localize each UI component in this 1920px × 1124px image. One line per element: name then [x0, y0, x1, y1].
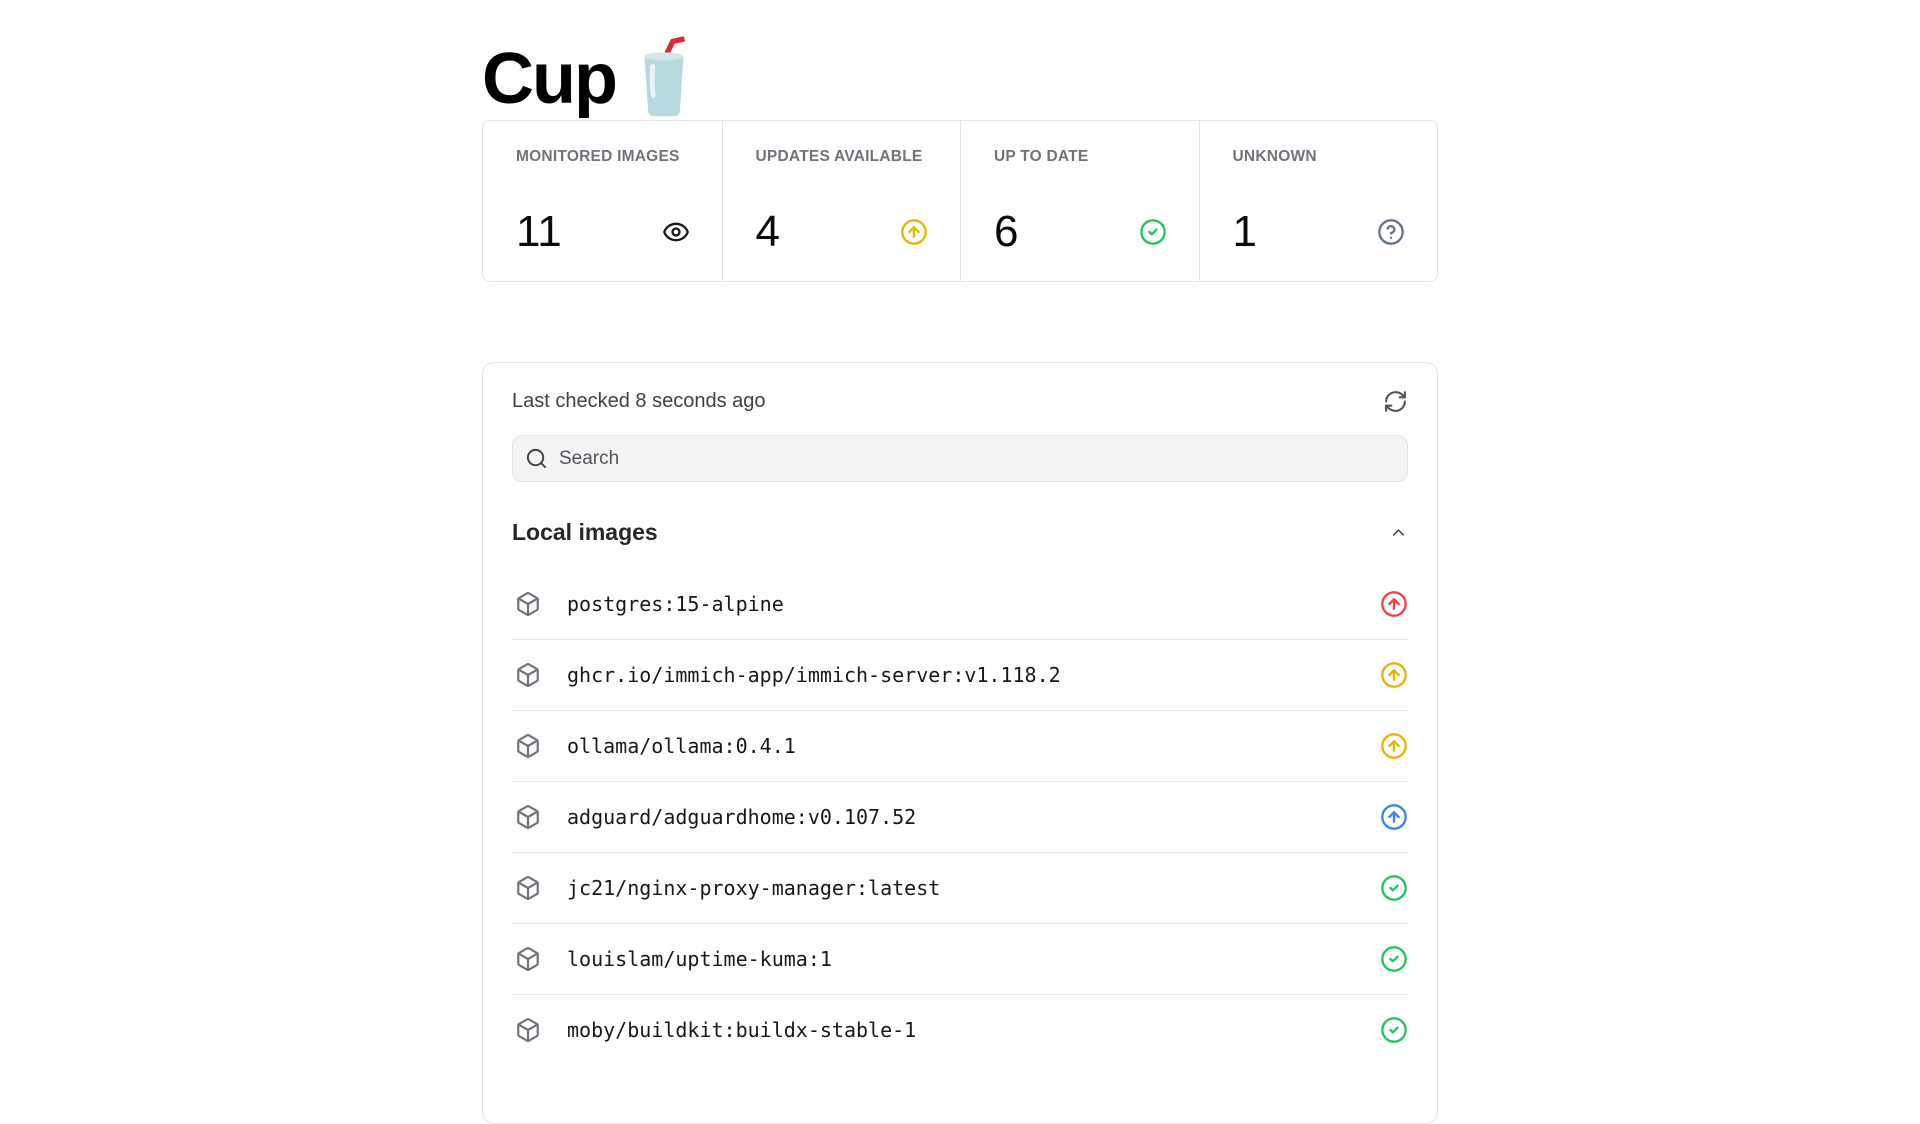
image-name: ollama/ollama:0.4.1 — [567, 734, 796, 758]
package-icon — [517, 734, 539, 758]
status-update-patch — [1380, 803, 1408, 831]
page-title: Cup — [482, 39, 618, 119]
stat-label: UNKNOWN — [1232, 148, 1317, 165]
stat-value-row: 4 — [756, 210, 929, 254]
image-row[interactable]: adguard/adguardhome:v0.107.52 — [512, 781, 1408, 852]
status-up-to-date — [1380, 945, 1408, 973]
circle-check-icon — [1139, 219, 1166, 245]
circle-check-icon — [1381, 946, 1407, 972]
eye-icon — [662, 222, 689, 242]
image-row[interactable]: moby/buildkit:buildx-stable-1 — [512, 994, 1408, 1065]
chevron-up-icon — [1392, 528, 1405, 536]
image-row[interactable]: louislam/uptime-kuma:1 — [512, 923, 1408, 994]
package-icon-wrap — [515, 591, 541, 617]
page: Cup MONITORED IMAGES 11 UPDATES AVAILABLE 4… — [482, 0, 1438, 1124]
images-panel: Last checked 8 seconds ago Local images … — [482, 362, 1438, 1124]
circle-arrow-up-icon — [1381, 733, 1407, 759]
stats-card: MONITORED IMAGES 11 UPDATES AVAILABLE 4 UP T… — [482, 120, 1438, 282]
package-icon — [517, 876, 539, 900]
section-title: Local images — [512, 518, 658, 545]
last-checked-text: Last checked 8 seconds ago — [512, 389, 766, 412]
stat-value: 6 — [994, 207, 1019, 256]
stat-value-row: 6 — [994, 210, 1167, 254]
stat-value-row: 1 — [1233, 210, 1406, 254]
circle-arrow-up-icon — [1381, 662, 1407, 688]
stat-value-row: 11 — [516, 210, 690, 254]
image-name: adguard/adguardhome:v0.107.52 — [567, 805, 917, 829]
image-row[interactable]: ghcr.io/immich-app/immich-server:v1.118.… — [512, 639, 1408, 710]
package-icon-wrap — [515, 804, 541, 830]
status-update-minor — [1380, 732, 1408, 760]
collapse-section-button[interactable] — [1389, 523, 1408, 542]
image-name: louislam/uptime-kuma:1 — [567, 947, 832, 971]
stat-label: UP TO DATE — [994, 148, 1089, 165]
search-input[interactable] — [512, 435, 1408, 482]
status-update-major — [1380, 590, 1408, 618]
package-icon — [517, 591, 539, 616]
package-icon — [517, 663, 539, 687]
image-row[interactable]: postgres:15-alpine — [512, 568, 1408, 639]
image-row[interactable]: jc21/nginx-proxy-manager:latest — [512, 852, 1408, 923]
circle-check-icon — [1381, 1017, 1407, 1043]
circle-arrow-up-icon — [901, 219, 927, 245]
refresh-button[interactable] — [1383, 389, 1408, 414]
package-icon-wrap — [515, 1017, 541, 1043]
stat-value: 1 — [1232, 207, 1257, 256]
package-icon — [517, 1018, 539, 1042]
status-up-to-date — [1380, 1016, 1408, 1044]
image-list: postgres:15-alpine ghcr.io/immich-app/imm… — [512, 568, 1408, 1065]
search-bar — [512, 435, 1408, 482]
circle-arrow-up-icon — [1381, 804, 1407, 830]
package-icon-wrap — [515, 946, 541, 972]
package-icon-wrap — [515, 875, 541, 901]
image-row[interactable]: ollama/ollama:0.4.1 — [512, 710, 1408, 781]
package-icon — [517, 805, 539, 829]
package-icon-wrap — [515, 733, 541, 759]
stat-label: MONITORED IMAGES — [516, 148, 680, 165]
stat-cell-up-to-date: UP TO DATE 6 — [960, 121, 1199, 281]
stat-value: 11 — [516, 207, 562, 256]
image-name: postgres:15-alpine — [567, 591, 784, 616]
status-update-minor — [1380, 661, 1408, 689]
stat-value: 4 — [755, 207, 780, 256]
circle-question-icon — [1378, 219, 1404, 245]
package-icon-wrap — [515, 662, 541, 688]
refresh-icon — [1385, 390, 1406, 412]
local-images-header: Local images — [512, 517, 1408, 547]
circle-check-icon — [1381, 875, 1407, 901]
stat-cell-unknown: UNKNOWN 1 — [1198, 121, 1438, 281]
stat-label: UPDATES AVAILABLE — [755, 148, 923, 165]
page-header: Cup — [482, 0, 1438, 118]
image-name: ghcr.io/immich-app/immich-server:v1.118.… — [567, 663, 1061, 687]
status-up-to-date — [1380, 874, 1408, 902]
panel-header: Last checked 8 seconds ago — [512, 387, 1408, 415]
package-icon — [517, 947, 539, 971]
circle-arrow-up-icon — [1381, 590, 1407, 617]
stat-cell-updates-available: UPDATES AVAILABLE 4 — [721, 121, 961, 281]
cup-with-straw-icon — [644, 36, 686, 117]
stat-cell-monitored-images: MONITORED IMAGES 11 — [483, 121, 722, 281]
image-name: jc21/nginx-proxy-manager:latest — [567, 876, 941, 900]
image-name: moby/buildkit:buildx-stable-1 — [567, 1018, 917, 1042]
